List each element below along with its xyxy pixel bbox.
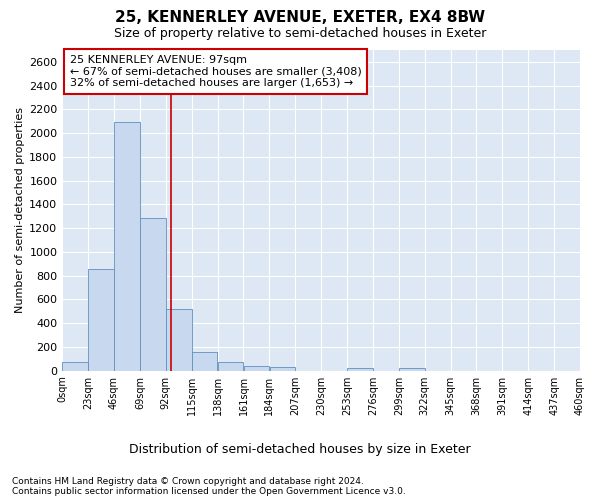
Bar bbox=[140, 218, 166, 371]
Bar bbox=[62, 362, 88, 371]
Text: Distribution of semi-detached houses by size in Exeter: Distribution of semi-detached houses by … bbox=[129, 442, 471, 456]
Text: 25, KENNERLEY AVENUE, EXETER, EX4 8BW: 25, KENNERLEY AVENUE, EXETER, EX4 8BW bbox=[115, 10, 485, 25]
Bar bbox=[114, 122, 140, 371]
Bar bbox=[88, 269, 114, 371]
Bar bbox=[166, 309, 191, 371]
Text: Size of property relative to semi-detached houses in Exeter: Size of property relative to semi-detach… bbox=[114, 28, 486, 40]
Bar bbox=[218, 362, 244, 371]
Bar bbox=[192, 352, 217, 371]
Text: Contains public sector information licensed under the Open Government Licence v3: Contains public sector information licen… bbox=[12, 488, 406, 496]
Bar bbox=[399, 368, 425, 371]
Text: 25 KENNERLEY AVENUE: 97sqm
← 67% of semi-detached houses are smaller (3,408)
32%: 25 KENNERLEY AVENUE: 97sqm ← 67% of semi… bbox=[70, 55, 362, 88]
Bar bbox=[347, 368, 373, 371]
Bar bbox=[269, 367, 295, 371]
Bar bbox=[244, 366, 269, 371]
Y-axis label: Number of semi-detached properties: Number of semi-detached properties bbox=[15, 108, 25, 314]
Text: Contains HM Land Registry data © Crown copyright and database right 2024.: Contains HM Land Registry data © Crown c… bbox=[12, 478, 364, 486]
